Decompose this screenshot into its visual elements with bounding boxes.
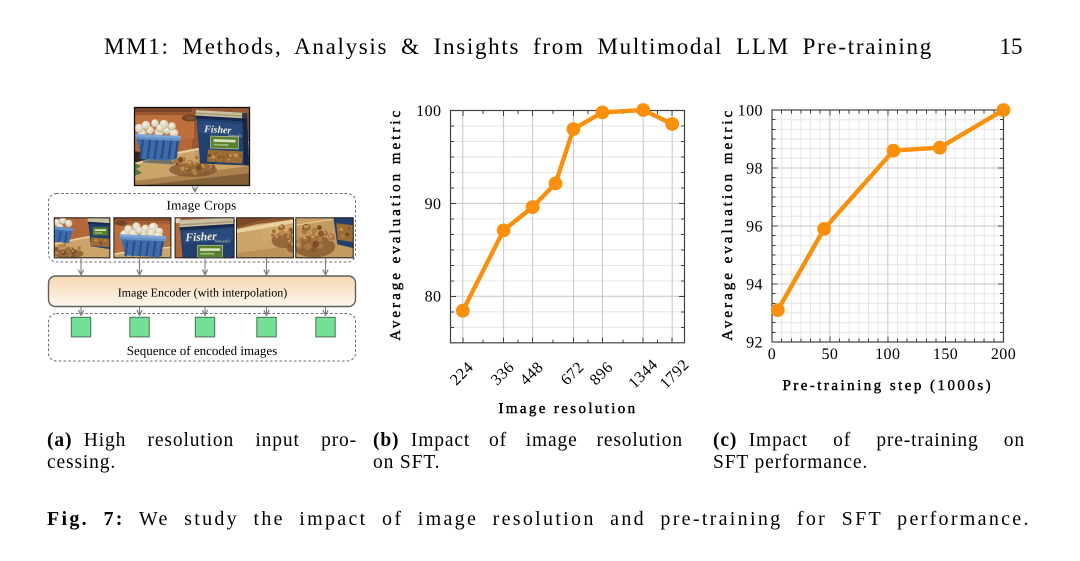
svg-text:224: 224: [447, 359, 477, 389]
svg-text:Naturally: Naturally: [228, 134, 243, 139]
svg-text:Image resolution: Image resolution: [499, 401, 638, 417]
svg-text:Pre-training step (1000s): Pre-training step (1000s): [782, 378, 993, 394]
svg-text:100: 100: [416, 103, 441, 120]
svg-text:Image Encoder (with interpolat: Image Encoder (with interpolation): [118, 286, 288, 300]
svg-text:448: 448: [517, 359, 547, 389]
svg-text:50: 50: [821, 346, 838, 363]
svg-text:Naturally: Naturally: [215, 238, 232, 243]
svg-text:Average evaluation metric: Average evaluation metric: [720, 108, 736, 341]
svg-text:100: 100: [875, 346, 900, 363]
svg-text:Sequence of encoded images: Sequence of encoded images: [127, 343, 278, 358]
svg-text:Fisher: Fisher: [203, 124, 232, 136]
svg-text:80: 80: [425, 289, 442, 306]
svg-text:100: 100: [738, 102, 763, 119]
svg-text:90: 90: [425, 196, 442, 213]
svg-text:Image Crops: Image Crops: [167, 198, 237, 213]
svg-text:1792: 1792: [657, 356, 693, 392]
svg-text:Average evaluation metric: Average evaluation metric: [388, 108, 404, 341]
svg-text:0: 0: [768, 346, 776, 363]
svg-text:150: 150: [933, 346, 958, 363]
svg-text:92: 92: [746, 334, 763, 351]
svg-text:Fisher: Fisher: [184, 231, 217, 245]
svg-text:336: 336: [488, 359, 518, 389]
svg-text:200: 200: [991, 346, 1016, 363]
svg-text:96: 96: [746, 218, 763, 235]
svg-text:672: 672: [558, 359, 588, 389]
svg-text:896: 896: [587, 359, 617, 389]
svg-text:98: 98: [746, 160, 763, 177]
svg-text:1344: 1344: [625, 356, 661, 392]
svg-text:94: 94: [746, 276, 763, 293]
